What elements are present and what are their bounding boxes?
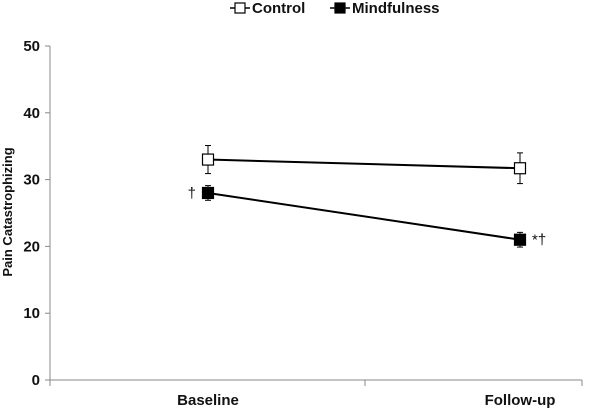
significance-annotation: † [188,185,196,202]
y-tick-labels: 0 10 20 30 40 50 [23,38,40,389]
y-tick-label: 50 [23,38,40,55]
data-point [513,233,527,246]
x-category-labels: Baseline Follow-up [177,392,555,409]
y-tick-label: 10 [23,305,40,322]
plot-area: † *† [188,145,547,249]
legend-marker [234,2,246,14]
y-tick-label: 0 [32,372,40,389]
legend-item-mindfulness: Mindfulness [330,0,440,17]
legend-label: Control [252,0,305,17]
legend-label: Mindfulness [352,0,440,17]
series-line [207,191,521,241]
y-tick-label: 20 [23,238,40,255]
series-mindfulness: † *† [188,185,547,249]
x-category-label: Baseline [177,392,239,409]
series-control [201,145,527,185]
y-tick-label: 30 [23,172,40,189]
axes [45,45,583,386]
significance-annotation: *† [532,232,546,249]
legend-item-control: Control [230,0,305,17]
legend: Control Mindfulness [230,0,440,17]
y-axis-label: Pain Catastrophizing [0,147,15,276]
data-point [201,153,215,166]
data-point [513,162,527,175]
x-category-label: Follow-up [485,392,556,409]
series-line [207,158,521,170]
legend-marker [334,2,346,14]
y-tick-label: 40 [23,105,40,122]
data-point [201,186,215,200]
